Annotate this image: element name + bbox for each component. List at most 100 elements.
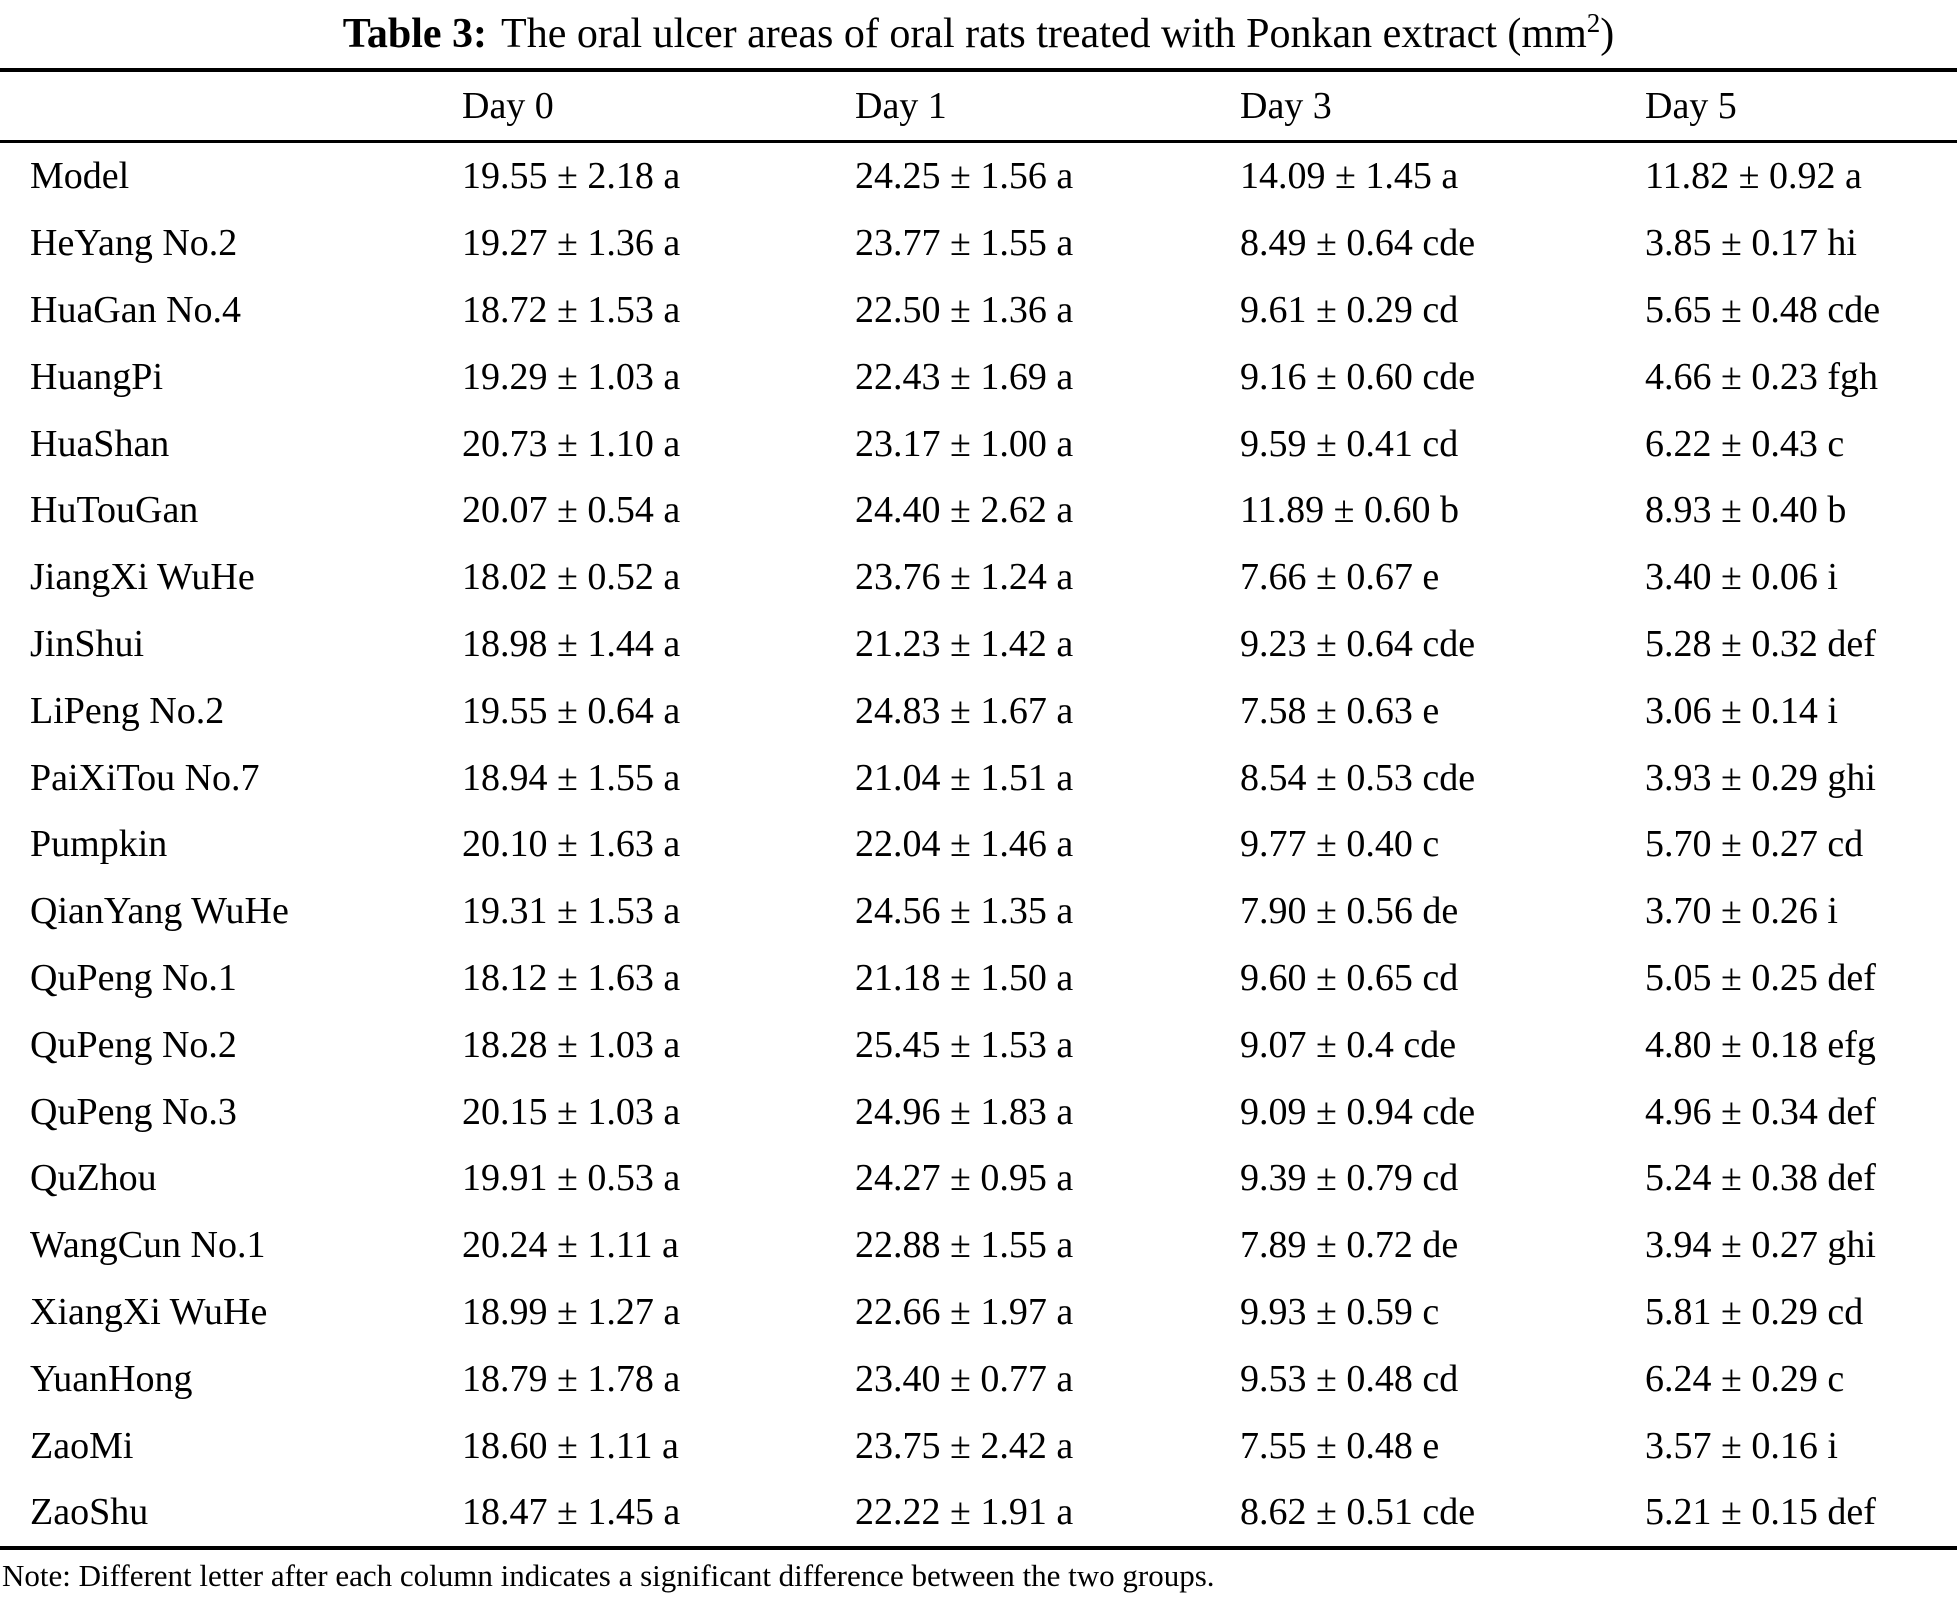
table-footnote: Note: Different letter after each column… (2, 1557, 1215, 1593)
value-cell: 3.40 ± 0.06 i (1645, 556, 1838, 599)
value-cell: 7.66 ± 0.67 e (1240, 556, 1440, 599)
group-name-cell: HuaGan No.4 (30, 288, 242, 331)
value-cell: 25.45 ± 1.53 a (855, 1023, 1074, 1066)
value-cell: 9.60 ± 0.65 cd (1240, 956, 1459, 999)
caption-superscript: 2 (1586, 8, 1601, 38)
value-cell: 3.94 ± 0.27 ghi (1645, 1224, 1876, 1267)
value-cell: 20.10 ± 1.63 a (462, 823, 681, 866)
value-cell: 21.18 ± 1.50 a (855, 956, 1074, 999)
group-name-cell: Model (30, 155, 130, 198)
table-row: ZaoShu 18.47 ± 1.45 a 22.22 ± 1.91 a 8.62 ±… (0, 1479, 1957, 1548)
value-cell: 9.59 ± 0.41 cd (1240, 422, 1459, 465)
value-cell: 18.94 ± 1.55 a (462, 756, 681, 799)
value-cell: 23.40 ± 0.77 a (855, 1357, 1074, 1400)
header-cell-day1: Day 1 (855, 70, 1240, 143)
group-name-cell: HuTouGan (30, 489, 199, 532)
value-cell: 5.05 ± 0.25 def (1645, 956, 1876, 999)
value-cell: 7.55 ± 0.48 e (1240, 1424, 1440, 1467)
value-cell: 9.61 ± 0.29 cd (1240, 288, 1459, 331)
group-name-cell: QuZhou (30, 1157, 157, 1200)
value-cell: 7.58 ± 0.63 e (1240, 689, 1440, 732)
value-cell: 3.70 ± 0.26 i (1645, 890, 1838, 933)
value-cell: 3.85 ± 0.17 hi (1645, 222, 1857, 265)
value-cell: 7.89 ± 0.72 de (1240, 1224, 1459, 1267)
table-row: HuaGan No.4 18.72 ± 1.53 a 22.50 ± 1.36 a 9… (0, 277, 1957, 344)
table-row: HuTouGan 20.07 ± 0.54 a 24.40 ± 2.62 a 11.8… (0, 477, 1957, 544)
value-cell: 19.29 ± 1.03 a (462, 355, 681, 398)
value-cell: 5.28 ± 0.32 def (1645, 622, 1876, 665)
table-number-label: Table 3: (342, 11, 488, 57)
group-name-cell: ZaoMi (30, 1424, 134, 1467)
value-cell: 5.65 ± 0.48 cde (1645, 288, 1881, 331)
table-row: QuPeng No.3 20.15 ± 1.03 a 24.96 ± 1.83 a 9… (0, 1078, 1957, 1145)
value-cell: 19.31 ± 1.53 a (462, 890, 681, 933)
value-cell: 3.57 ± 0.16 i (1645, 1424, 1838, 1467)
value-cell: 21.23 ± 1.42 a (855, 622, 1074, 665)
table-row: HuaShan 20.73 ± 1.10 a 23.17 ± 1.00 a 9.59 … (0, 410, 1957, 477)
group-name-cell: HeYang No.2 (30, 222, 238, 265)
value-cell: 22.22 ± 1.91 a (855, 1491, 1074, 1534)
group-name-cell: QianYang WuHe (30, 890, 289, 933)
value-cell: 24.40 ± 2.62 a (855, 489, 1074, 532)
group-name-cell: HuangPi (30, 355, 163, 398)
table-row: QuPeng No.2 18.28 ± 1.03 a 25.45 ± 1.53 a 9… (0, 1011, 1957, 1078)
value-cell: 3.93 ± 0.29 ghi (1645, 756, 1876, 799)
value-cell: 21.04 ± 1.51 a (855, 756, 1074, 799)
table-row: HeYang No.2 19.27 ± 1.36 a 23.77 ± 1.55 a 8… (0, 210, 1957, 277)
header-cell-day0: Day 0 (462, 70, 855, 143)
value-cell: 7.90 ± 0.56 de (1240, 890, 1459, 933)
value-cell: 8.62 ± 0.51 cde (1240, 1491, 1476, 1534)
value-cell: 18.28 ± 1.03 a (462, 1023, 681, 1066)
table-row: HuangPi 19.29 ± 1.03 a 22.43 ± 1.69 a 9.16 … (0, 343, 1957, 410)
group-name-cell: QuPeng No.3 (30, 1090, 237, 1133)
header-cell-group (0, 70, 462, 143)
header-cell-day5: Day 5 (1645, 70, 1957, 143)
header-row: Day 0 Day 1 Day 3 Day 5 (0, 70, 1957, 143)
value-cell: 5.81 ± 0.29 cd (1645, 1290, 1864, 1333)
value-cell: 18.60 ± 1.11 a (462, 1424, 679, 1467)
value-cell: 3.06 ± 0.14 i (1645, 689, 1838, 732)
value-cell: 23.76 ± 1.24 a (855, 556, 1074, 599)
value-cell: 4.66 ± 0.23 fgh (1645, 355, 1879, 398)
table-row: LiPeng No.2 19.55 ± 0.64 a 24.83 ± 1.67 a 7… (0, 677, 1957, 744)
value-cell: 22.50 ± 1.36 a (855, 288, 1074, 331)
group-name-cell: QuPeng No.2 (30, 1023, 237, 1066)
value-cell: 8.54 ± 0.53 cde (1240, 756, 1476, 799)
value-cell: 19.27 ± 1.36 a (462, 222, 681, 265)
value-cell: 24.25 ± 1.56 a (855, 155, 1074, 198)
value-cell: 20.15 ± 1.03 a (462, 1090, 681, 1133)
value-cell: 9.39 ± 0.79 cd (1240, 1157, 1459, 1200)
value-cell: 19.55 ± 2.18 a (462, 155, 681, 198)
value-cell: 5.21 ± 0.15 def (1645, 1491, 1876, 1534)
value-cell: 18.99 ± 1.27 a (462, 1290, 681, 1333)
value-cell: 18.72 ± 1.53 a (462, 288, 681, 331)
value-cell: 18.79 ± 1.78 a (462, 1357, 681, 1400)
value-cell: 24.83 ± 1.67 a (855, 689, 1074, 732)
value-cell: 9.93 ± 0.59 c (1240, 1290, 1440, 1333)
value-cell: 19.55 ± 0.64 a (462, 689, 681, 732)
group-name-cell: YuanHong (30, 1357, 193, 1400)
value-cell: 24.56 ± 1.35 a (855, 890, 1074, 933)
table-row: WangCun No.1 20.24 ± 1.11 a 22.88 ± 1.55 a… (0, 1212, 1957, 1279)
table-caption-text: The oral ulcer areas of oral rats treate… (501, 11, 1587, 57)
value-cell: 19.91 ± 0.53 a (462, 1157, 681, 1200)
table-row: QuPeng No.1 18.12 ± 1.63 a 21.18 ± 1.50 a 9… (0, 945, 1957, 1012)
table-row: PaiXiTou No.7 18.94 ± 1.55 a 21.04 ± 1.51 … (0, 744, 1957, 811)
group-name-cell: LiPeng No.2 (30, 689, 225, 732)
table-row: JiangXi WuHe 18.02 ± 0.52 a 23.76 ± 1.24 a… (0, 544, 1957, 611)
group-name-cell: JinShui (30, 622, 145, 665)
value-cell: 24.27 ± 0.95 a (855, 1157, 1074, 1200)
value-cell: 23.77 ± 1.55 a (855, 222, 1074, 265)
value-cell: 6.24 ± 0.29 c (1645, 1357, 1845, 1400)
table-row: Model 19.55 ± 2.18 a 24.25 ± 1.56 a 14.09 ±… (0, 142, 1957, 210)
table-row: Pumpkin 20.10 ± 1.63 a 22.04 ± 1.46 a 9.77 … (0, 811, 1957, 878)
value-cell: 14.09 ± 1.45 a (1240, 155, 1459, 198)
value-cell: 9.77 ± 0.40 c (1240, 823, 1440, 866)
value-cell: 18.12 ± 1.63 a (462, 956, 681, 999)
value-cell: 6.22 ± 0.43 c (1645, 422, 1845, 465)
table-row: YuanHong 18.79 ± 1.78 a 23.40 ± 0.77 a 9.53… (0, 1345, 1957, 1412)
value-cell: 23.75 ± 2.42 a (855, 1424, 1074, 1467)
value-cell: 20.07 ± 0.54 a (462, 489, 681, 532)
value-cell: 4.80 ± 0.18 efg (1645, 1023, 1876, 1066)
group-name-cell: PaiXiTou No.7 (30, 756, 260, 799)
